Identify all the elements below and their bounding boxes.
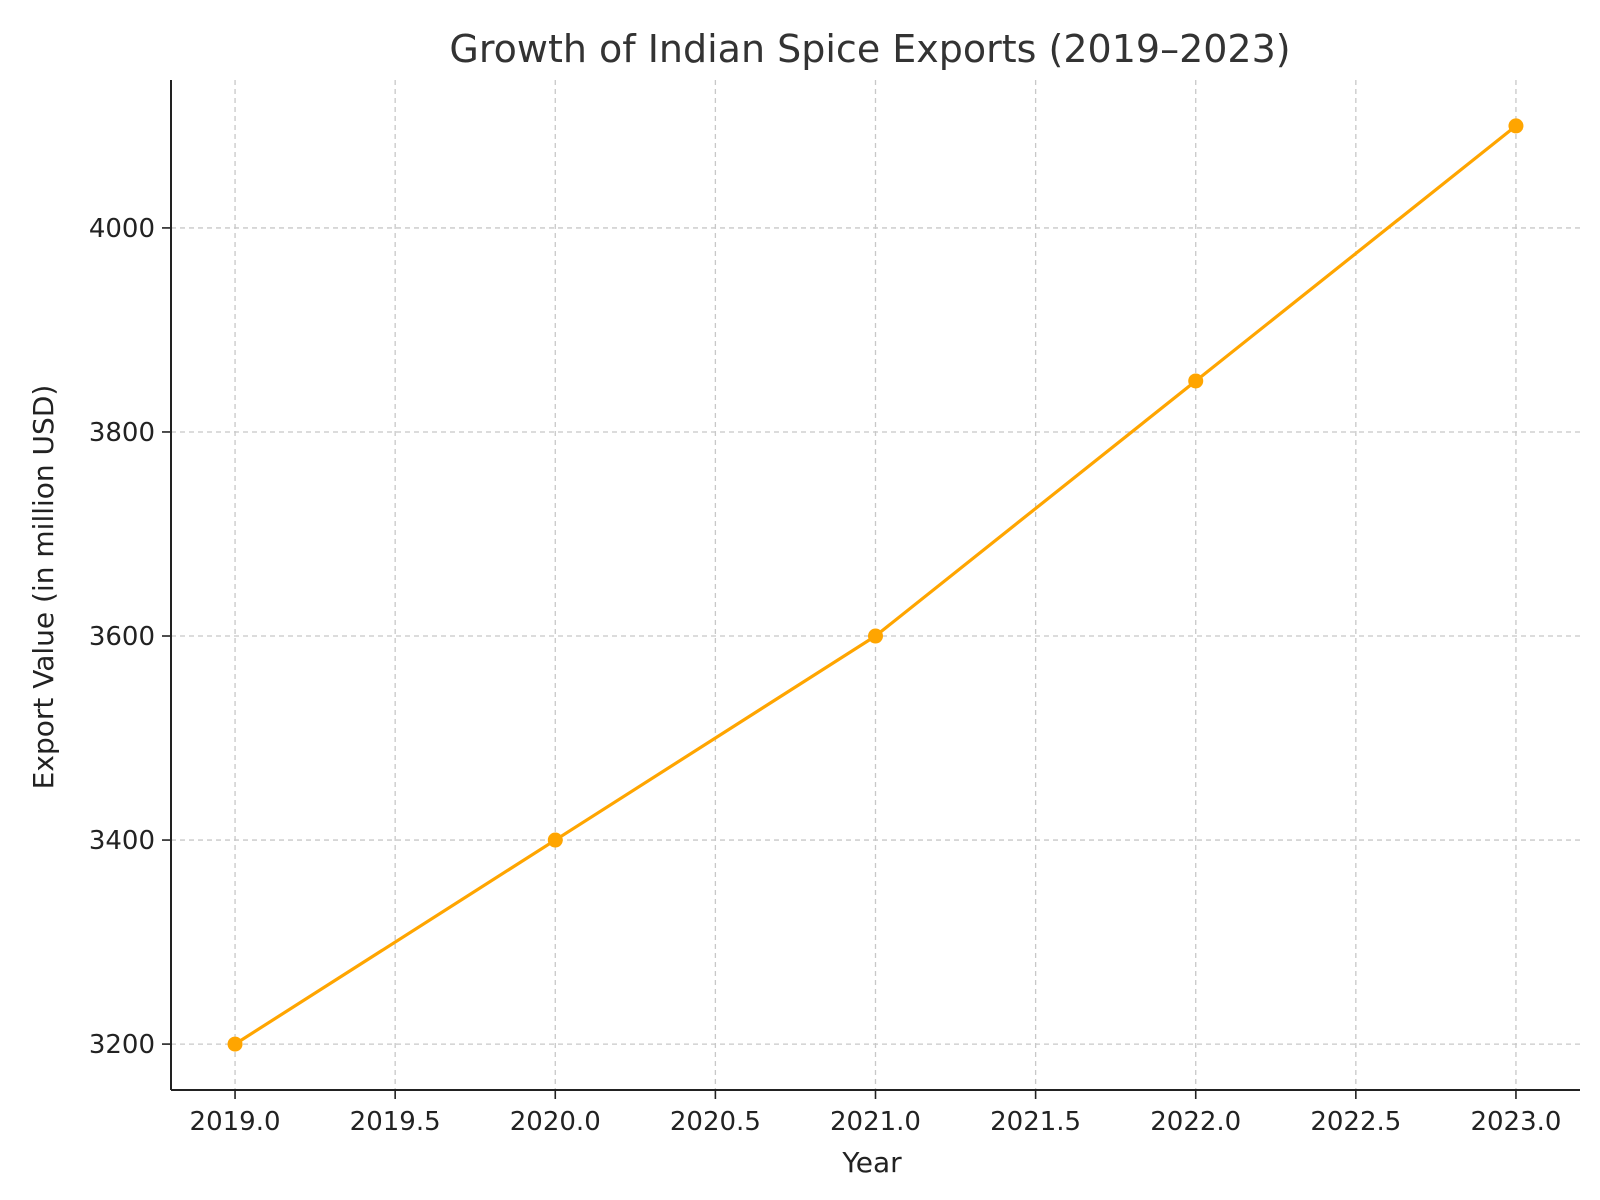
data-point-0-1 <box>547 832 563 848</box>
x-tick-label-3: 2020.5 <box>670 1107 761 1137</box>
y-tick-label-0: 3200 <box>89 1030 155 1060</box>
data-point-0-0 <box>227 1036 243 1052</box>
x-tick-label-7: 2022.5 <box>1310 1107 1401 1137</box>
x-tick-label-4: 2021.0 <box>830 1107 921 1137</box>
series-layer <box>227 118 1524 1052</box>
data-point-0-3 <box>1188 373 1204 389</box>
grid-lines <box>171 80 1580 1090</box>
x-tick-label-2: 2020.0 <box>510 1107 601 1137</box>
x-tick-label-6: 2022.0 <box>1150 1107 1241 1137</box>
x-tick-label-1: 2019.5 <box>350 1107 441 1137</box>
y-tick-labels: 3200 3400 3600 3800 4000 <box>89 214 155 1060</box>
y-tick-label-4: 4000 <box>89 214 155 244</box>
x-tick-label-5: 2021.5 <box>990 1107 1081 1137</box>
chart-title: Growth of Indian Spice Exports (2019–202… <box>449 27 1290 71</box>
data-point-0-2 <box>868 628 883 644</box>
data-point-0-4 <box>1508 118 1524 134</box>
x-tick-label-8: 2023.0 <box>1470 1107 1561 1137</box>
tick-marks <box>162 227 1517 1099</box>
y-tick-label-2: 3600 <box>89 622 155 652</box>
x-tick-label-0: 2019.0 <box>190 1107 281 1137</box>
x-axis-label: Year <box>841 1146 902 1179</box>
y-tick-label-1: 3400 <box>89 826 155 856</box>
x-tick-labels: 2019.0 2019.5 2020.0 2020.5 2021.0 2021.5 2022… <box>190 1107 1562 1137</box>
y-tick-label-3: 3800 <box>89 418 155 448</box>
y-axis-label: Export Value (in million USD) <box>27 385 60 790</box>
